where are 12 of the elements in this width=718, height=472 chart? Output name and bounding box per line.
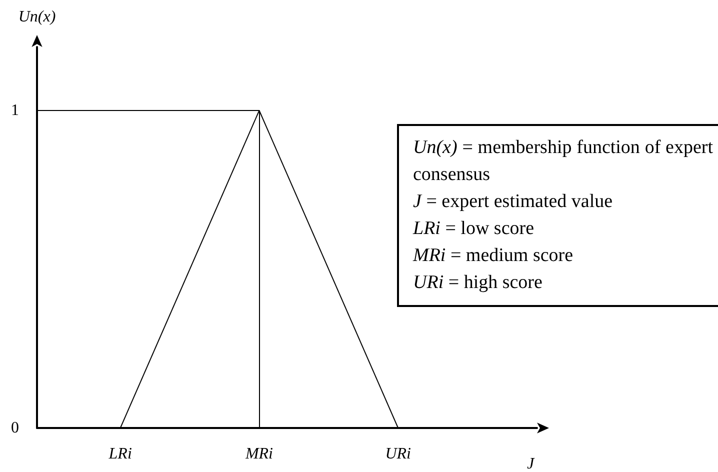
annotation: URi = high score <box>413 271 544 295</box>
y-axis-title: Un(x) <box>18 8 56 26</box>
annotation: J = expert estimated value <box>413 190 614 214</box>
annotation: LRi = low score <box>413 217 536 241</box>
x-tick-label: URi <box>385 446 411 462</box>
y-tick-label: 0 <box>11 420 19 436</box>
annotation: Un(x) = membership function of expert consensus <box>413 136 713 187</box>
x-axis-title: J <box>527 456 535 472</box>
y-tick-label: 1 <box>11 102 19 119</box>
x-tick-label: LRi <box>108 446 132 462</box>
annotation: MRi = medium score <box>413 244 574 268</box>
x-tick-label: MRi <box>244 446 273 462</box>
